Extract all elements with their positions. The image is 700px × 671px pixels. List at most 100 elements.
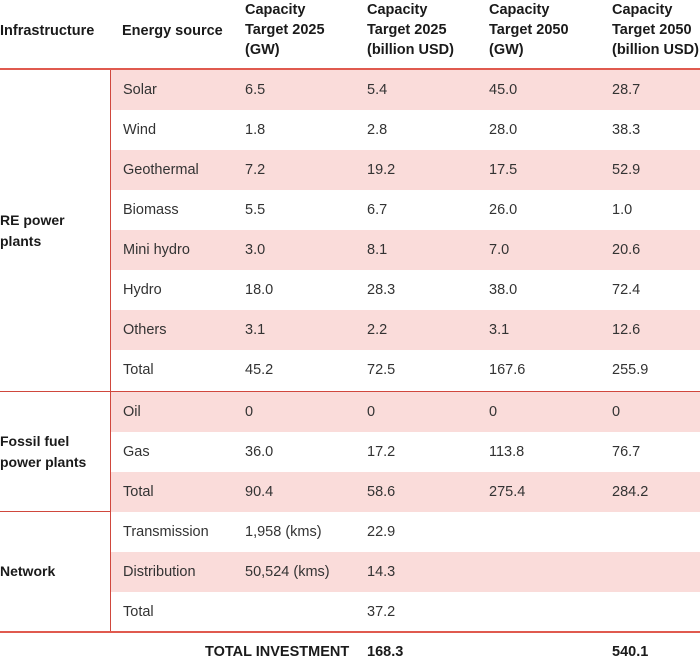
header-line: Target 2025 bbox=[245, 22, 325, 38]
cell-gw-2050: 38.0 bbox=[489, 282, 518, 298]
cell-gw-2025: 36.0 bbox=[245, 444, 274, 460]
header-line: Capacity bbox=[489, 2, 550, 18]
cell-gw-2050: 26.0 bbox=[489, 202, 518, 218]
cell-source: Total bbox=[123, 484, 154, 500]
table-row: Wind 1.8 2.8 28.0 38.3 bbox=[111, 110, 700, 150]
group-label-line: RE power bbox=[0, 211, 65, 228]
group-re-power-plants: RE power plants Solar 6.5 5.4 45.0 28.7 … bbox=[0, 70, 700, 392]
table-row: Total 37.2 bbox=[111, 592, 700, 632]
table-row: Gas 36.0 17.2 113.8 76.7 bbox=[111, 432, 700, 472]
header-line: Capacity bbox=[612, 2, 673, 18]
cell-source: Distribution bbox=[123, 564, 196, 580]
group-label-line: Fossil fuel bbox=[0, 432, 70, 449]
header-infrastructure: Infrastructure bbox=[0, 23, 95, 39]
cell-gw-2025: 6.5 bbox=[245, 82, 266, 98]
cell-usd-2050: 255.9 bbox=[612, 362, 649, 378]
table-row: Distribution 50,524 (kms) 14.3 bbox=[111, 552, 700, 592]
table-header: Infrastructure Energy source Capacity Ta… bbox=[0, 0, 700, 70]
cell-source: Gas bbox=[123, 444, 150, 460]
header-capacity-2050-usd: Capacity Target 2050 (billion USD) bbox=[612, 0, 699, 60]
cell-gw-2025: 3.1 bbox=[245, 322, 266, 338]
cell-usd-2050: 72.4 bbox=[612, 282, 641, 298]
header-line: Target 2050 bbox=[489, 22, 569, 38]
cell-usd-2050: 38.3 bbox=[612, 122, 641, 138]
cell-gw-2025: 0 bbox=[245, 404, 254, 420]
table-row: Total 45.2 72.5 167.6 255.9 bbox=[111, 350, 700, 390]
cell-source: Mini hydro bbox=[123, 242, 190, 258]
group-label: Fossil fuel power plants bbox=[0, 392, 108, 511]
cell-usd-2025: 58.6 bbox=[367, 484, 396, 500]
header-line: Capacity bbox=[367, 2, 428, 18]
cell-usd-2025: 28.3 bbox=[367, 282, 396, 298]
total-investment-label: TOTAL INVESTMENT bbox=[205, 644, 350, 660]
cell-gw-2025: 1.8 bbox=[245, 122, 266, 138]
cell-gw-2050: 275.4 bbox=[489, 484, 526, 500]
cell-source: Oil bbox=[123, 404, 141, 420]
cell-source: Geothermal bbox=[123, 162, 199, 178]
cell-usd-2025: 8.1 bbox=[367, 242, 388, 258]
cell-source: Hydro bbox=[123, 282, 162, 298]
cell-usd-2025: 14.3 bbox=[367, 564, 396, 580]
cell-gw-2050: 113.8 bbox=[489, 444, 525, 460]
cell-gw-2050: 3.1 bbox=[489, 322, 510, 338]
cell-gw-2025: 3.0 bbox=[245, 242, 266, 258]
cell-gw-2025: 5.5 bbox=[245, 202, 266, 218]
header-line: Target 2050 bbox=[612, 22, 692, 38]
cell-source: Wind bbox=[123, 122, 157, 138]
column-divider bbox=[110, 392, 111, 511]
header-line: (billion USD) bbox=[367, 42, 454, 58]
cell-usd-2025: 6.7 bbox=[367, 202, 388, 218]
total-investment-row: TOTAL INVESTMENT 168.3 540.1 bbox=[0, 633, 700, 661]
table-row: Oil 0 0 0 0 bbox=[111, 392, 700, 432]
cell-usd-2050: 28.7 bbox=[612, 82, 641, 98]
cell-source: Solar bbox=[123, 82, 157, 98]
table-row: Hydro 18.0 28.3 38.0 72.4 bbox=[111, 270, 700, 310]
cell-gw-2050: 0 bbox=[489, 404, 498, 420]
cell-usd-2050: 284.2 bbox=[612, 484, 649, 500]
cell-gw-2025: 50,524 (kms) bbox=[245, 564, 330, 580]
cell-usd-2025: 19.2 bbox=[367, 162, 396, 178]
cell-source: Total bbox=[123, 604, 154, 620]
cell-gw-2025: 45.2 bbox=[245, 362, 274, 378]
cell-usd-2025: 22.9 bbox=[367, 524, 396, 540]
group-network: Network Transmission 1,958 (kms) 22.9 Di… bbox=[0, 512, 700, 633]
cell-usd-2050: 1.0 bbox=[612, 202, 633, 218]
cell-source: Total bbox=[123, 362, 154, 378]
total-investment-2050: 540.1 bbox=[612, 644, 649, 660]
cell-source: Biomass bbox=[123, 202, 179, 218]
header-line: (GW) bbox=[245, 42, 280, 58]
table-row: Mini hydro 3.0 8.1 7.0 20.6 bbox=[111, 230, 700, 270]
cell-usd-2050: 12.6 bbox=[612, 322, 641, 338]
cell-gw-2025: 90.4 bbox=[245, 484, 274, 500]
cell-usd-2025: 2.2 bbox=[367, 322, 388, 338]
group-label: RE power plants bbox=[0, 70, 108, 391]
cell-usd-2050: 76.7 bbox=[612, 444, 641, 460]
header-line: Target 2025 bbox=[367, 22, 447, 38]
group-label-line: power plants bbox=[0, 453, 87, 470]
table-row: Solar 6.5 5.4 45.0 28.7 bbox=[111, 70, 700, 110]
cell-source: Transmission bbox=[123, 524, 209, 540]
cell-usd-2025: 37.2 bbox=[367, 604, 396, 620]
cell-usd-2025: 0 bbox=[367, 404, 376, 420]
cell-gw-2050: 167.6 bbox=[489, 362, 526, 378]
total-investment-2025: 168.3 bbox=[367, 644, 404, 660]
cell-usd-2025: 17.2 bbox=[367, 444, 396, 460]
group-fossil-fuel-power-plants: Fossil fuel power plants Oil 0 0 0 0 Gas… bbox=[0, 392, 700, 512]
cell-gw-2050: 17.5 bbox=[489, 162, 518, 178]
header-capacity-2025-gw: Capacity Target 2025 (GW) bbox=[245, 0, 325, 60]
header-line: (GW) bbox=[489, 42, 524, 58]
cell-usd-2050: 0 bbox=[612, 404, 621, 420]
group-label-line: Network bbox=[0, 563, 56, 579]
table-row: Transmission 1,958 (kms) 22.9 bbox=[111, 512, 700, 552]
header-line: Capacity bbox=[245, 2, 306, 18]
header-capacity-2050-gw: Capacity Target 2050 (GW) bbox=[489, 0, 569, 60]
cell-gw-2025: 7.2 bbox=[245, 162, 266, 178]
table-row: Total 90.4 58.6 275.4 284.2 bbox=[111, 472, 700, 512]
cell-source: Others bbox=[123, 322, 167, 338]
table-row: Geothermal 7.2 19.2 17.5 52.9 bbox=[111, 150, 700, 190]
cell-gw-2025: 18.0 bbox=[245, 282, 274, 298]
table-row: Others 3.1 2.2 3.1 12.6 bbox=[111, 310, 700, 350]
column-divider bbox=[110, 70, 111, 391]
cell-gw-2025: 1,958 (kms) bbox=[245, 524, 322, 540]
cell-gw-2050: 45.0 bbox=[489, 82, 518, 98]
